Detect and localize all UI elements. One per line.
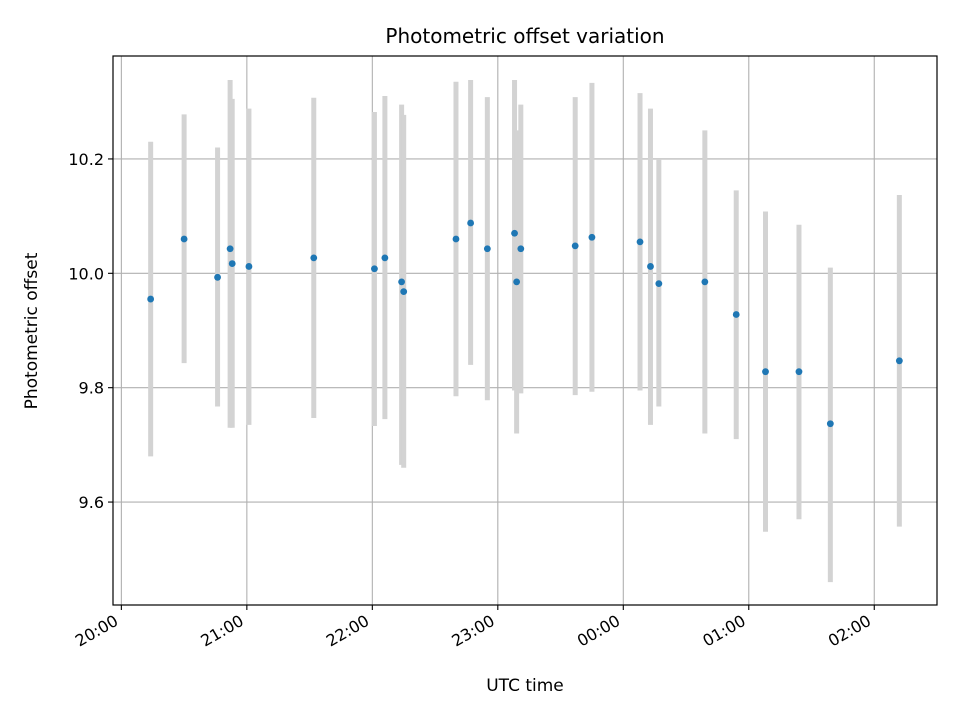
data-point [381, 254, 389, 262]
data-point [398, 278, 406, 286]
data-point [228, 260, 236, 267]
data-point [762, 368, 769, 376]
y-tick-label: 9.8 [79, 379, 104, 398]
data-point [732, 311, 740, 318]
data-point [245, 263, 253, 270]
y-tick-label: 9.6 [79, 493, 104, 512]
data-point [701, 278, 709, 286]
data-point [655, 280, 663, 288]
y-tick-label: 10.0 [68, 264, 104, 283]
chart-title: Photometric offset variation [385, 24, 664, 48]
y-tick-label: 10.2 [68, 150, 104, 169]
data-points [147, 219, 903, 428]
data-point [147, 295, 155, 303]
data-point [467, 219, 475, 227]
plot-frame [112, 55, 938, 606]
data-point [588, 233, 596, 241]
data-point [214, 273, 221, 281]
data-point [483, 245, 491, 253]
data-point [826, 420, 834, 428]
y-axis-ticks: 9.6 9.8 10.0 10.2 [68, 150, 113, 512]
data-point [371, 265, 378, 273]
data-point [636, 238, 644, 246]
data-point [511, 229, 518, 237]
data-point [310, 254, 318, 262]
data-point [180, 235, 188, 243]
y-axis-title: Photometric offset [22, 252, 42, 409]
data-point [517, 245, 525, 253]
x-axis-title: UTC time [486, 676, 564, 696]
data-point [795, 368, 803, 376]
data-point [513, 278, 521, 286]
data-point [452, 235, 460, 243]
data-point [400, 288, 408, 296]
data-point [895, 357, 903, 365]
data-point [571, 242, 579, 250]
data-point [226, 245, 234, 253]
data-point [647, 263, 654, 270]
